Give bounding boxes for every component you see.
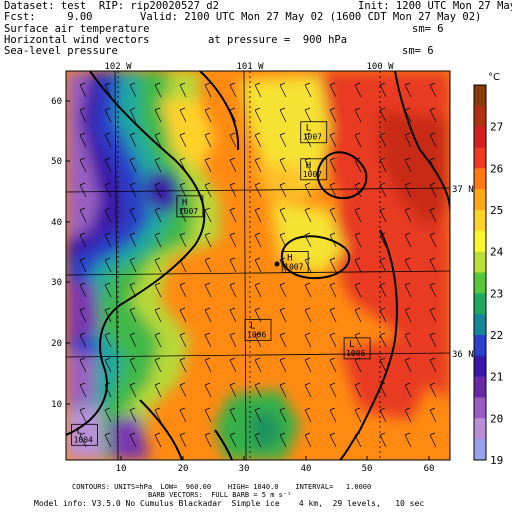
pressure-center-value: 1007 <box>179 207 198 216</box>
colorbar-segment <box>474 126 486 148</box>
colorbar-segment <box>474 230 486 253</box>
x-tick-60: 60 <box>424 464 435 474</box>
field-pressure: Sea-level pressure <box>4 45 118 57</box>
lon-label-102w: 102 W <box>104 62 132 72</box>
colorbar-label: 20 <box>490 412 503 425</box>
colorbar-label: 25 <box>490 204 503 217</box>
footer-barbs: BARB VECTORS: FULL BARB = 5 m s⁻¹ <box>148 491 292 499</box>
colorbar-segment <box>474 189 486 211</box>
field-wind-level: at pressure = 900 hPa <box>208 34 348 46</box>
pressure-center-value: 1006 <box>346 349 365 358</box>
colorbar-segment <box>474 168 486 190</box>
colorbar-label: 26 <box>490 162 503 175</box>
footer-contours: CONTOURS: UNITS=hPa LOW= 960.00 HIGH= 10… <box>72 483 372 491</box>
init-time: Init: 1200 UTC Mon 27 May 02 <box>358 0 512 12</box>
x-tick-50: 50 <box>362 464 373 474</box>
colorbar-segment <box>474 376 486 398</box>
y-tick-50: 50 <box>51 157 62 167</box>
colorbar-label: 22 <box>490 329 503 342</box>
map-frame <box>65 70 451 461</box>
pressure-center-type: L <box>250 321 255 331</box>
colorbar-segment <box>474 105 486 128</box>
y-tick-60: 60 <box>51 97 62 107</box>
pressure-center-type: L <box>77 426 82 436</box>
colorbar-segment <box>474 418 486 440</box>
colorbar-segment <box>474 293 486 315</box>
pressure-center-value: 1007 <box>284 262 303 271</box>
colorbar-segment <box>474 272 486 294</box>
colorbar-segment <box>474 147 486 169</box>
x-tick-30: 30 <box>239 464 250 474</box>
station-marker <box>274 261 280 267</box>
lon-label-101w: 101 W <box>236 62 264 72</box>
lon-label-100w: 100 W <box>366 62 394 72</box>
colorbar-segment <box>474 355 486 378</box>
valid-time: Valid: 2100 UTC Mon 27 May 02 (1600 CDT … <box>140 11 482 23</box>
footer-model-info: Model info: V3.5.0 No Cumulus Blackadar … <box>34 499 425 508</box>
axis-ticks <box>66 100 430 460</box>
colorbar-segment <box>474 397 486 419</box>
colorbar-label: 21 <box>490 371 503 384</box>
y-tick-30: 30 <box>51 278 62 288</box>
colorbar-segment <box>474 314 486 336</box>
y-tick-20: 20 <box>51 339 62 349</box>
colorbar-segment <box>474 335 486 357</box>
colorbar-segment <box>474 210 486 232</box>
x-tick-10: 10 <box>116 464 127 474</box>
colorbar-label: 23 <box>490 287 503 300</box>
field-wind: Horizontal wind vectors <box>4 34 150 46</box>
field-temperature-smoothing: sm= 6 <box>412 23 444 35</box>
pressure-center-type: H <box>306 161 311 171</box>
dataset-label: Dataset: test RIP: rip20020527 d2 <box>4 0 219 12</box>
pressure-center-value: 1004 <box>74 435 93 444</box>
isobars <box>66 71 450 460</box>
colorbar-frame <box>473 84 487 461</box>
colorbar-segment <box>474 251 486 273</box>
colorbar-segment <box>474 439 486 461</box>
pressure-center-value: 1007 <box>303 133 322 142</box>
colorbar-label: 24 <box>490 246 504 259</box>
forecast-hour: Fcst: 9.00 <box>4 11 93 23</box>
colorbar-label: 27 <box>490 121 503 134</box>
wind-barbs <box>79 82 437 448</box>
y-tick-10: 10 <box>51 400 62 410</box>
lat-label-36n: 36 N <box>452 350 474 360</box>
pressure-center-type: H <box>182 198 187 208</box>
colorbar-segment <box>474 85 486 107</box>
pressure-center-value: 1007 <box>303 170 322 179</box>
field-pressure-smoothing: sm= 6 <box>402 45 434 57</box>
x-tick-20: 20 <box>178 464 189 474</box>
pressure-center-type: H <box>287 253 292 263</box>
colorbar-unit: °C <box>488 72 500 83</box>
colorbar-label: 19 <box>490 454 503 467</box>
field-temperature: Surface air temperature <box>4 23 150 35</box>
pressure-center-type: L <box>349 340 354 350</box>
lat-label-37n: 37 N <box>452 185 474 195</box>
x-tick-40: 40 <box>301 464 312 474</box>
y-tick-40: 40 <box>51 218 62 228</box>
pressure-center-type: L <box>306 124 311 134</box>
pressure-center-value: 1006 <box>247 330 266 339</box>
temperature-colorbar <box>473 84 487 461</box>
